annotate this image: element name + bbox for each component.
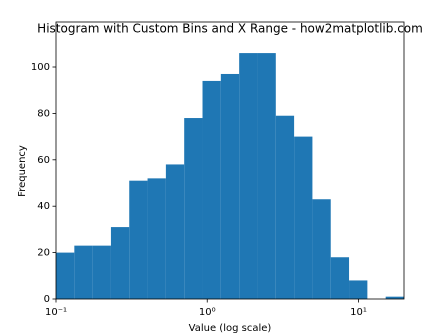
y-tick-label: 80 — [37, 108, 50, 119]
bar — [349, 280, 368, 299]
y-tick-label: 20 — [37, 248, 50, 259]
y-axis-label: Frequency — [17, 145, 28, 197]
y-tick-label: 40 — [37, 201, 50, 212]
bar — [275, 115, 295, 299]
bar — [202, 80, 221, 299]
x-axis-label: Value (log scale) — [189, 323, 272, 334]
bar — [239, 53, 258, 300]
bar — [56, 252, 75, 299]
bar — [312, 199, 331, 299]
x-tick-label: 10⁰ — [199, 307, 216, 318]
bar — [257, 53, 276, 300]
bar — [220, 73, 240, 300]
bar — [184, 118, 203, 299]
y-tick-label: 100 — [31, 62, 50, 73]
bar — [92, 245, 111, 299]
bar — [147, 178, 166, 299]
bar — [129, 180, 148, 299]
y-tick-label: 60 — [37, 155, 50, 166]
bar — [294, 136, 313, 299]
bar — [165, 164, 185, 299]
y-tick-label: 0 — [44, 294, 50, 305]
bar — [110, 227, 130, 299]
x-tick-label: 10¹ — [350, 307, 367, 318]
bar — [330, 257, 350, 299]
bar — [74, 245, 93, 299]
bar — [385, 296, 404, 299]
plot-frame — [55, 21, 405, 300]
x-tick-label: 10⁻¹ — [45, 307, 67, 318]
chart-title: Histogram with Custom Bins and X Range -… — [37, 22, 423, 36]
